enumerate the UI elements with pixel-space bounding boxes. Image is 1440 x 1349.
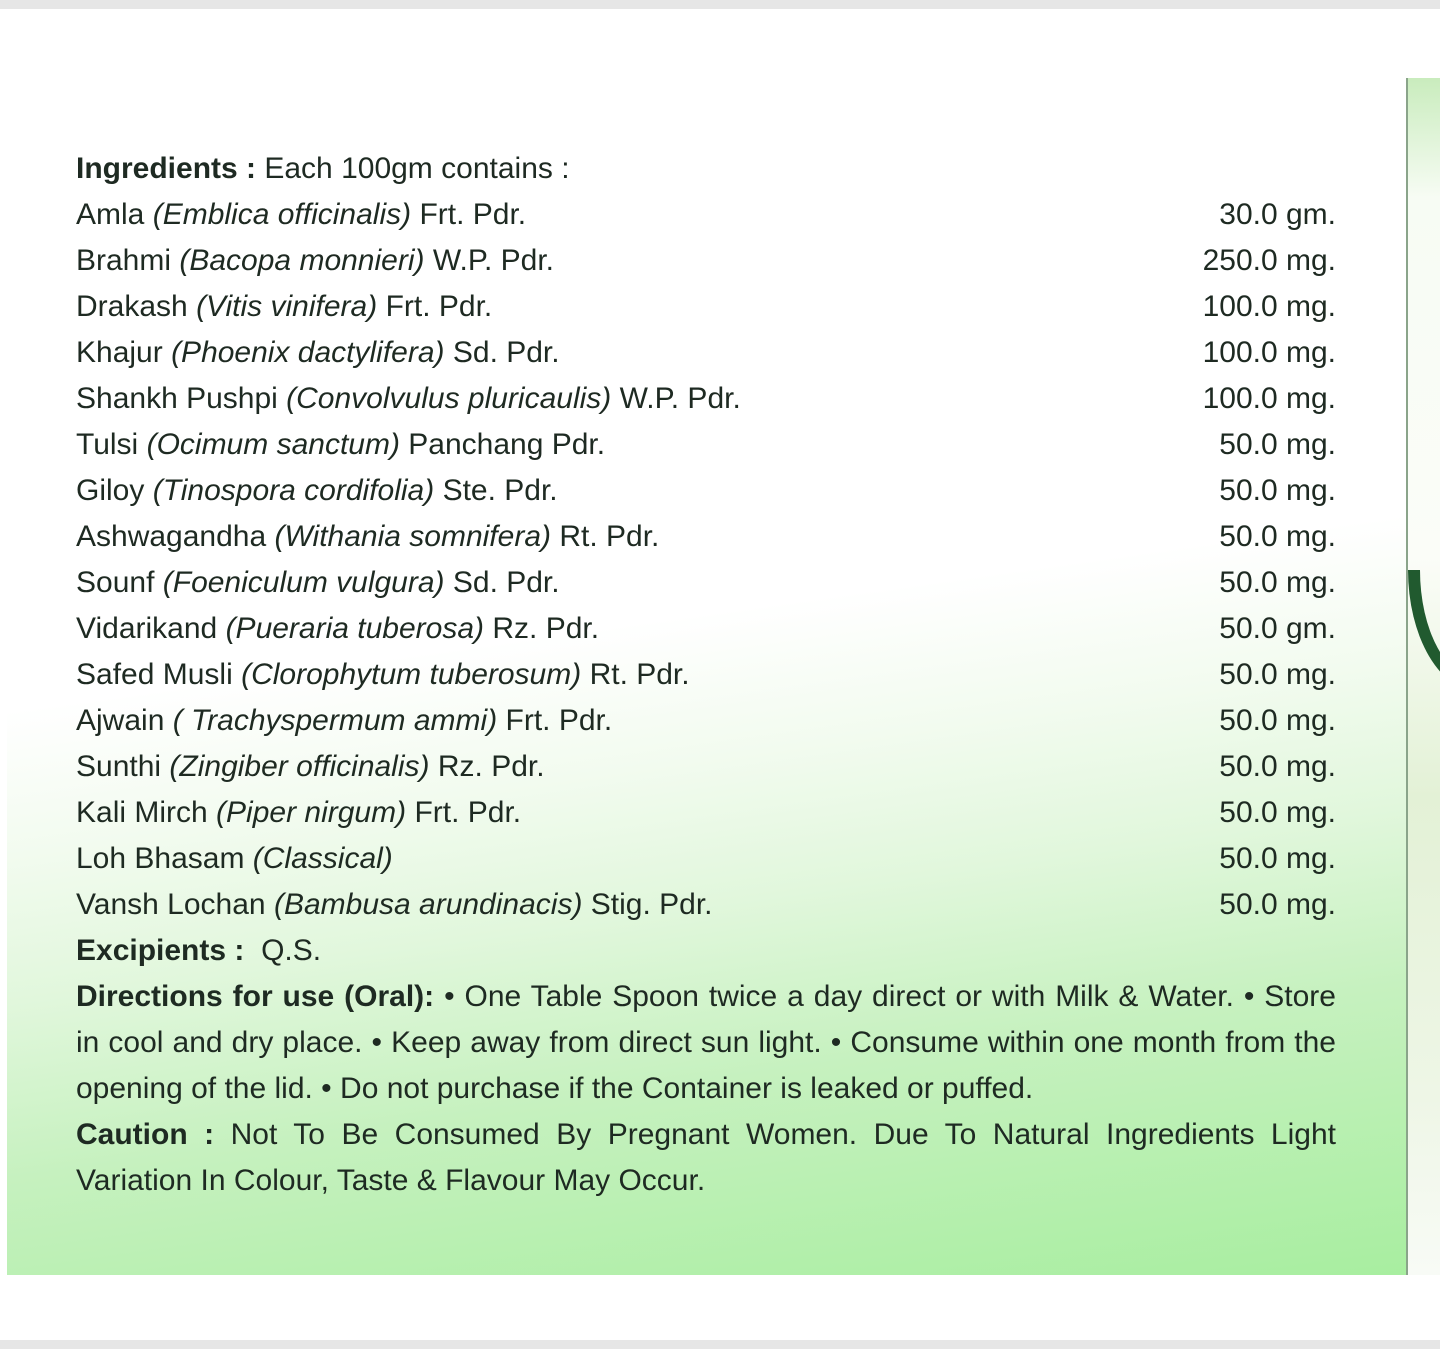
ingredient-row: Shankh Pushpi (Convolvulus pluricaulis) … xyxy=(76,376,1336,422)
ingredient-row: Loh Bhasam (Classical) 50.0 mg. xyxy=(76,836,1336,882)
ingredient-qty: 250.0 mg. xyxy=(1202,244,1336,277)
ingredient-name: Khajur (Phoenix dactylifera) Sd. Pdr. xyxy=(76,336,560,369)
ingredient-name: Shankh Pushpi (Convolvulus pluricaulis) … xyxy=(76,382,741,415)
ingredient-qty: 30.0 gm. xyxy=(1219,198,1336,231)
ingredient-qty: 50.0 mg. xyxy=(1219,888,1336,921)
ingredient-row: Sounf (Foeniculum vulgura) Sd. Pdr. 50.0 … xyxy=(76,560,1336,606)
directions: Directions for use (Oral): • One Table S… xyxy=(76,980,1336,1105)
ingredient-name: Safed Musli (Clorophytum tuberosum) Rt. … xyxy=(76,658,690,691)
ingredient-name: Ashwagandha (Withania somnifera) Rt. Pdr… xyxy=(76,520,660,553)
ingredient-row: Tulsi (Ocimum sanctum) Panchang Pdr. 50.0… xyxy=(76,422,1336,468)
ingredient-qty: 50.0 mg. xyxy=(1219,842,1336,875)
ingredient-qty: 50.0 mg. xyxy=(1219,428,1336,461)
ingredient-row: Safed Musli (Clorophytum tuberosum) Rt. … xyxy=(76,652,1336,698)
ingredient-qty: 50.0 gm. xyxy=(1219,612,1336,645)
ingredient-row: Ajwain ( Trachyspermum ammi) Frt. Pdr. 50… xyxy=(76,698,1336,744)
ingredient-qty: 50.0 mg. xyxy=(1219,658,1336,691)
ingredient-name: Ajwain ( Trachyspermum ammi) Frt. Pdr. xyxy=(76,704,613,737)
ingredient-qty: 50.0 mg. xyxy=(1219,520,1336,553)
ingredient-row: Giloy (Tinospora cordifolia) Ste. Pdr. 50… xyxy=(76,468,1336,514)
ingredient-name: Sunthi (Zingiber officinalis) Rz. Pdr. xyxy=(76,750,545,783)
ingredient-name: Kali Mirch (Piper nirgum) Frt. Pdr. xyxy=(76,796,522,829)
ingredient-row: Vidarikand (Pueraria tuberosa) Rz. Pdr. 5… xyxy=(76,606,1336,652)
ingredient-row: Vansh Lochan (Bambusa arundinacis) Stig.… xyxy=(76,882,1336,928)
ingredient-row: Kali Mirch (Piper nirgum) Frt. Pdr. 50.0 … xyxy=(76,790,1336,836)
ingredient-name: Vansh Lochan (Bambusa arundinacis) Stig.… xyxy=(76,888,713,921)
ingredient-qty: 100.0 mg. xyxy=(1202,382,1336,415)
ingredient-row: Brahmi (Bacopa monnieri) W.P. Pdr. 250.0 … xyxy=(76,238,1336,284)
ingredient-name: Sounf (Foeniculum vulgura) Sd. Pdr. xyxy=(76,566,560,599)
caution: Caution : Not To Be Consumed By Pregnant… xyxy=(76,1118,1336,1197)
ingredient-name: Drakash (Vitis vinifera) Frt. Pdr. xyxy=(76,290,493,323)
ingredient-name: Vidarikand (Pueraria tuberosa) Rz. Pdr. xyxy=(76,612,600,645)
ingredient-name: Giloy (Tinospora cordifolia) Ste. Pdr. xyxy=(76,474,558,507)
ingredient-qty: 50.0 mg. xyxy=(1219,750,1336,783)
label-panel xyxy=(7,9,1406,1275)
ingredient-list: Amla (Emblica officinalis) Frt. Pdr. 30.0… xyxy=(76,192,1336,928)
side-panel xyxy=(1406,78,1440,1275)
ingredient-name: Tulsi (Ocimum sanctum) Panchang Pdr. xyxy=(76,428,606,461)
ingredient-qty: 50.0 mg. xyxy=(1219,474,1336,507)
bottom-bar xyxy=(0,1340,1440,1349)
ingredient-row: Ashwagandha (Withania somnifera) Rt. Pdr… xyxy=(76,514,1336,560)
ingredient-qty: 100.0 mg. xyxy=(1202,336,1336,369)
ingredient-qty: 100.0 mg. xyxy=(1202,290,1336,323)
ingredient-row: Khajur (Phoenix dactylifera) Sd. Pdr. 100… xyxy=(76,330,1336,376)
ingredient-qty: 50.0 mg. xyxy=(1219,566,1336,599)
excipients: Excipients : Q.S. xyxy=(76,934,322,967)
ingredient-row: Sunthi (Zingiber officinalis) Rz. Pdr. 50… xyxy=(76,744,1336,790)
ingredient-name: Amla (Emblica officinalis) Frt. Pdr. xyxy=(76,198,527,231)
ingredient-qty: 50.0 mg. xyxy=(1219,704,1336,737)
ingredient-name: Brahmi (Bacopa monnieri) W.P. Pdr. xyxy=(76,244,555,277)
ingredient-row: Amla (Emblica officinalis) Frt. Pdr. 30.0… xyxy=(76,192,1336,238)
ingredients-heading: Ingredients : Each 100gm contains : xyxy=(76,152,570,185)
top-bar xyxy=(0,0,1440,9)
ingredients-label: Ingredients : Each 100gm contains : Amla… xyxy=(76,146,1336,1204)
ingredient-row: Drakash (Vitis vinifera) Frt. Pdr. 100.0 … xyxy=(76,284,1336,330)
ingredient-name: Loh Bhasam (Classical) xyxy=(76,842,393,875)
ingredient-qty: 50.0 mg. xyxy=(1219,796,1336,829)
